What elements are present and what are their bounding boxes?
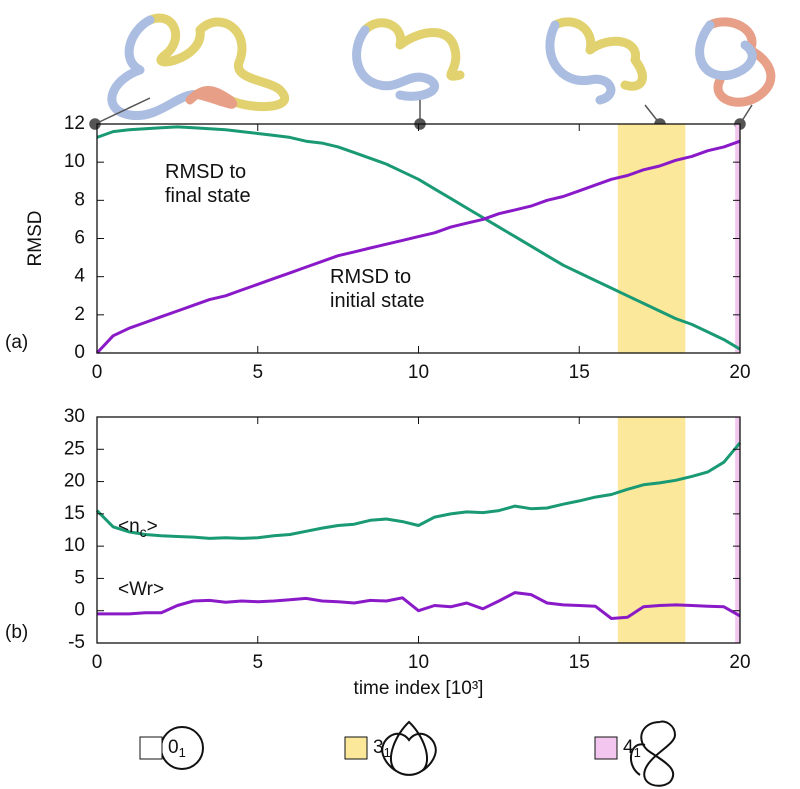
x-tick-label: 15 [569, 362, 590, 383]
y-tick-label: 25 [64, 438, 85, 459]
y-tick-label: 12 [64, 113, 85, 134]
y-tick-label: 10 [64, 151, 85, 172]
x-tick-label: 5 [252, 362, 263, 383]
y-tick-label: -5 [68, 632, 85, 653]
series-line [95, 441, 742, 540]
y-tick-label: 15 [64, 503, 85, 524]
series-label: <Wr> [118, 579, 164, 600]
x-tick-label: 20 [729, 652, 750, 673]
legend-label-sub: 1 [384, 745, 391, 760]
x-tick-label: 15 [569, 652, 590, 673]
legend-label: 41 [623, 737, 641, 760]
legend-label-text: 3 [373, 737, 384, 758]
x-tick-label: 20 [729, 362, 750, 383]
legend-label-text: 4 [623, 737, 634, 758]
series-line [97, 591, 741, 620]
y-tick-label: 2 [74, 304, 85, 325]
x-tick-label: 5 [252, 652, 263, 673]
y-tick-label: 10 [64, 535, 85, 556]
legend-swatch [344, 736, 368, 760]
series-line [96, 125, 741, 351]
legend-swatch [139, 736, 163, 760]
legend-label: 31 [373, 737, 391, 760]
series-label: <nc> [118, 516, 158, 540]
legend-label: 01 [168, 737, 186, 760]
legend-label-sub: 1 [634, 745, 641, 760]
series-label-text: <n [118, 516, 140, 537]
knot-region [735, 417, 740, 643]
y-tick-label: 0 [74, 600, 85, 621]
y-tick-label: 30 [64, 406, 85, 427]
series-label: RMSD to initial state [330, 266, 425, 312]
y-tick-label: 5 [74, 567, 85, 588]
legend-label-text: 0 [168, 737, 179, 758]
y-tick-label: 0 [74, 342, 85, 363]
y-axis-label: RMSD [25, 211, 46, 267]
snapshot-images [107, 13, 776, 121]
knot-region [617, 417, 686, 643]
y-tick-label: 20 [64, 471, 85, 492]
series-line [95, 139, 741, 355]
y-tick-label: 4 [74, 266, 85, 287]
x-axis-label: time index [10³] [354, 678, 484, 699]
legend-swatch [594, 736, 618, 760]
x-tick-label: 0 [92, 652, 103, 673]
y-tick-label: 8 [74, 189, 85, 210]
series-label-text: > [147, 516, 158, 537]
x-tick-label: 10 [408, 652, 429, 673]
x-tick-label: 0 [92, 362, 103, 383]
x-tick-label: 10 [408, 362, 429, 383]
panel-label: (a) [5, 332, 28, 353]
y-tick-label: 6 [74, 228, 85, 249]
legend-label-sub: 1 [179, 745, 186, 760]
panel-label: (b) [5, 622, 28, 643]
series-label: RMSD to final state [165, 161, 251, 207]
series-label-sub: c [140, 524, 147, 540]
